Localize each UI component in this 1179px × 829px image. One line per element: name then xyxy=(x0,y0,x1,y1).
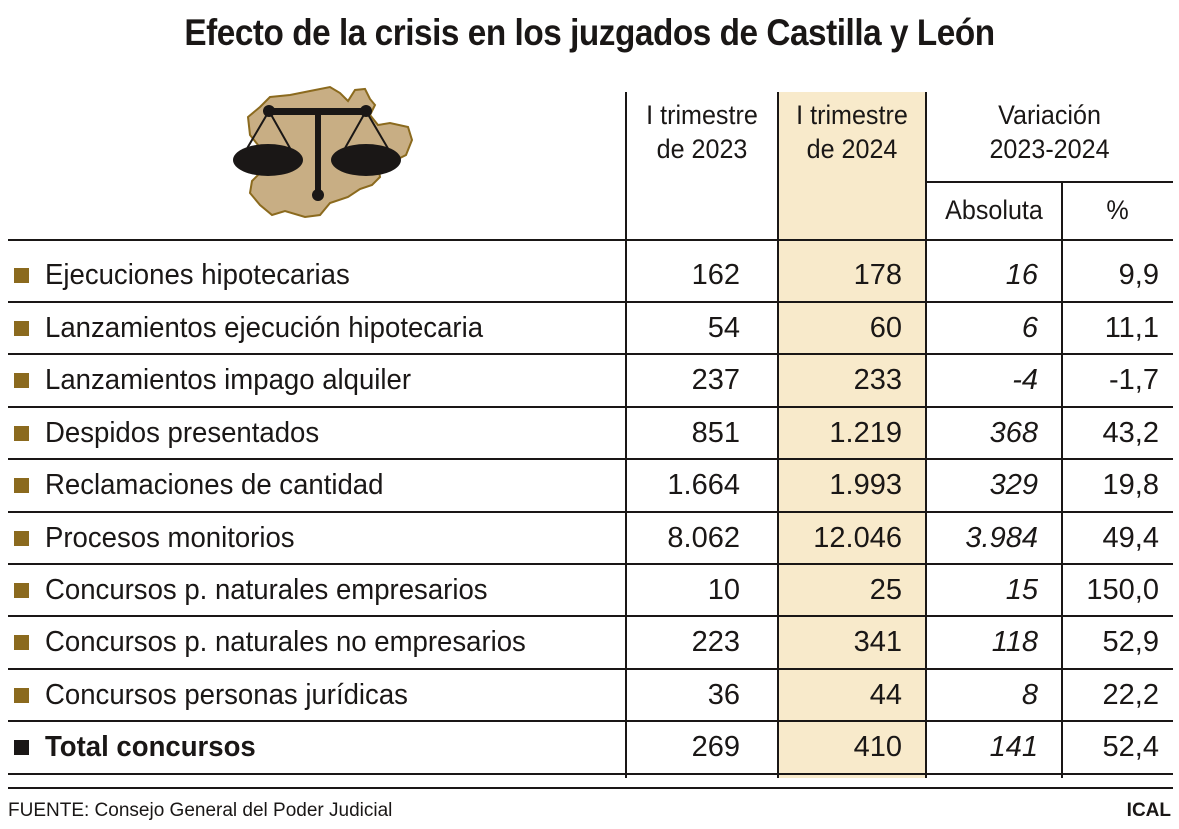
bullet-icon xyxy=(14,635,29,651)
value-absolute: -4 xyxy=(1012,364,1038,397)
value-2024: 410 xyxy=(853,731,902,764)
row-label: Reclamaciones de cantidad xyxy=(45,469,384,502)
value-2023: 1.664 xyxy=(667,469,740,502)
header-variation-line2: 2023-2024 xyxy=(989,134,1110,164)
value-percent: 11,1 xyxy=(1104,312,1159,344)
header-2023-line2: de 2023 xyxy=(656,134,748,164)
value-2023: 8.062 xyxy=(667,521,740,554)
row-divider xyxy=(8,720,1173,723)
header-2024-line2: de 2024 xyxy=(806,134,898,164)
value-2024: 1.219 xyxy=(829,416,902,449)
value-2023: 10 xyxy=(707,574,740,606)
divider xyxy=(625,92,627,778)
bullet-icon xyxy=(14,268,29,283)
row-label: Procesos monitorios xyxy=(45,521,295,554)
row-divider xyxy=(8,667,1173,670)
value-absolute: 8 xyxy=(1021,678,1038,711)
value-absolute: 141 xyxy=(989,731,1038,764)
row-divider xyxy=(8,510,1173,513)
divider xyxy=(1061,181,1063,778)
value-absolute: 3.984 xyxy=(965,521,1038,554)
bullet-icon xyxy=(14,530,29,546)
bullet-icon xyxy=(14,583,29,598)
value-2024: 12.046 xyxy=(813,521,902,554)
value-absolute: 16 xyxy=(1005,259,1038,291)
value-percent: 52,9 xyxy=(1102,626,1159,659)
value-percent: 49,4 xyxy=(1102,521,1159,554)
value-absolute: 6 xyxy=(1021,312,1038,344)
value-2024: 44 xyxy=(869,678,902,711)
scales-of-justice-icon xyxy=(233,85,414,219)
divider xyxy=(777,92,779,778)
value-absolute: 118 xyxy=(991,626,1038,659)
row-label: Concursos p. naturales empresarios xyxy=(45,574,488,606)
highlight-column-2024 xyxy=(778,92,926,778)
bullet-icon xyxy=(14,740,29,756)
value-absolute: 329 xyxy=(989,469,1038,502)
header-2023-line1: I trimestre xyxy=(646,100,758,130)
value-percent: 43,2 xyxy=(1102,416,1159,449)
row-label: Ejecuciones hipotecarias xyxy=(45,259,350,291)
row-label: Despidos presentados xyxy=(45,416,320,449)
divider xyxy=(925,92,927,778)
chart-title: Efecto de la crisis en los juzgados de C… xyxy=(184,12,995,53)
row-label: Concursos p. naturales no empresarios xyxy=(45,626,526,659)
source-note: FUENTE: Consejo General del Poder Judici… xyxy=(8,800,393,821)
value-2024: 25 xyxy=(869,574,902,606)
value-2023: 237 xyxy=(691,364,740,397)
row-divider xyxy=(8,353,1173,356)
value-percent: 9,9 xyxy=(1118,259,1159,291)
row-divider xyxy=(8,239,1173,241)
value-percent: 19,8 xyxy=(1102,469,1159,502)
header-percent: % xyxy=(1106,195,1129,225)
brand-label: ICAL xyxy=(1126,800,1171,821)
value-2023: 54 xyxy=(707,312,740,344)
row-label: Lanzamientos impago alquiler xyxy=(45,364,412,397)
row-divider xyxy=(8,563,1173,565)
value-2023: 223 xyxy=(691,626,740,659)
header-2023: I trimestre de 2023 xyxy=(631,98,772,166)
value-2023: 269 xyxy=(691,731,740,764)
row-divider xyxy=(8,458,1173,461)
value-2024: 341 xyxy=(853,626,902,659)
value-absolute: 368 xyxy=(989,416,1038,449)
row-label: Total concursos xyxy=(45,731,256,764)
bullet-icon xyxy=(14,321,29,336)
bullet-icon xyxy=(14,425,29,441)
value-percent: -1,7 xyxy=(1109,364,1159,397)
divider xyxy=(926,181,1173,183)
row-divider xyxy=(8,772,1173,775)
bullet-icon xyxy=(14,687,29,703)
value-percent: 150,0 xyxy=(1086,574,1159,606)
row-divider xyxy=(8,615,1173,618)
header-variation: Variación 2023-2024 xyxy=(935,98,1165,166)
header-2024: I trimestre de 2024 xyxy=(783,98,921,166)
value-2023: 162 xyxy=(691,259,740,291)
row-label: Lanzamientos ejecución hipotecaria xyxy=(45,312,484,344)
value-absolute: 15 xyxy=(1005,574,1038,606)
value-percent: 22,2 xyxy=(1102,678,1159,711)
value-2024: 1.993 xyxy=(829,469,902,502)
value-2024: 233 xyxy=(853,364,902,397)
bottom-divider xyxy=(8,787,1173,789)
header-absolute: Absoluta xyxy=(945,195,1043,225)
row-divider xyxy=(8,405,1173,408)
value-2024: 178 xyxy=(853,259,902,291)
bullet-icon xyxy=(14,373,29,389)
value-2023: 851 xyxy=(691,416,740,449)
row-divider xyxy=(8,301,1173,303)
row-label: Concursos personas jurídicas xyxy=(45,678,408,711)
header-variation-line1: Variación xyxy=(998,100,1101,130)
header-2024-line1: I trimestre xyxy=(796,100,908,130)
value-2023: 36 xyxy=(707,678,740,711)
bullet-icon xyxy=(14,478,29,494)
value-2024: 60 xyxy=(869,312,902,344)
value-percent: 52,4 xyxy=(1102,731,1159,764)
